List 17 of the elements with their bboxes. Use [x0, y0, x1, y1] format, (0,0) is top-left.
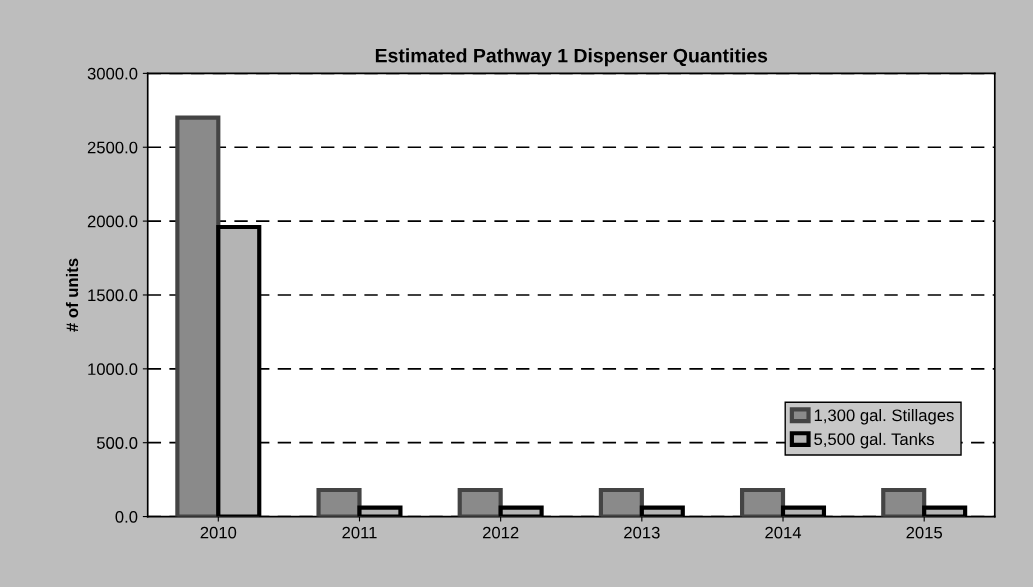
y-tick-label: 2500.0	[87, 141, 138, 154]
x-tick-label: 2015	[906, 526, 943, 539]
y-tick-label: 2000.0	[87, 215, 138, 228]
x-tick-label: 2011	[342, 526, 377, 539]
legend-label: 5,500 gal. Tanks	[814, 432, 935, 449]
y-tick-label: 1000.0	[88, 363, 138, 376]
y-tick-label: 1500.0	[88, 289, 138, 302]
x-tick-label: 2010	[200, 526, 237, 539]
legend-label: 1,300 gal. Stillages	[814, 408, 954, 425]
x-tick-label: 2013	[624, 526, 660, 539]
y-axis-title: # of units	[65, 258, 79, 332]
y-tick-label: 3000.0	[87, 67, 138, 80]
x-tick-label: 2014	[765, 526, 802, 539]
chart-title: Estimated Pathway 1 Dispenser Quantities	[375, 48, 768, 67]
y-tick-label: 0.0	[115, 510, 138, 523]
y-tick-label: 500.0	[96, 437, 138, 449]
x-tick-label: 2012	[482, 526, 519, 539]
